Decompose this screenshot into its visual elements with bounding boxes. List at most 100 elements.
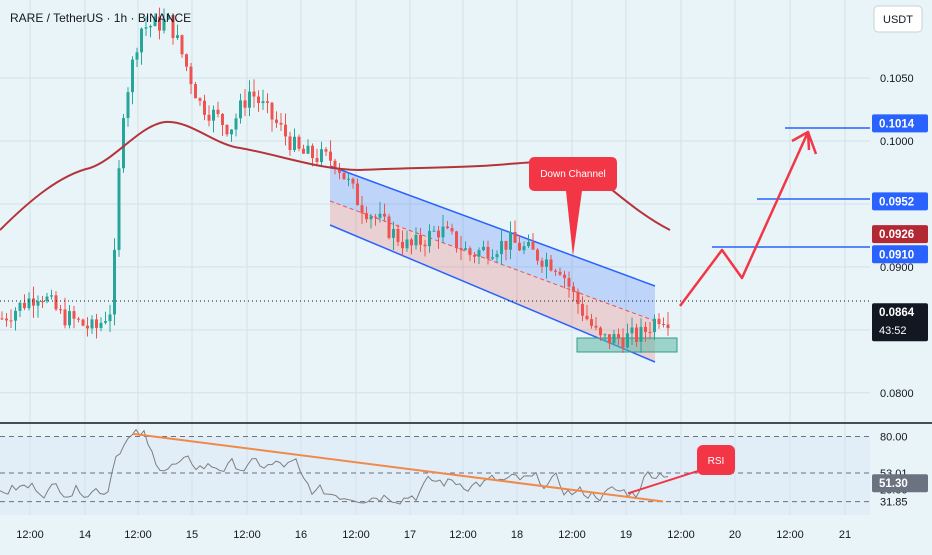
candle-body-119 (536, 249, 539, 261)
candle-body-74 (333, 160, 337, 169)
candle-body-70 (315, 158, 319, 163)
rsi-current-tag-text: 51.30 (879, 478, 908, 490)
candle-body-69 (311, 145, 314, 159)
candle-body-27 (122, 118, 125, 169)
candles-layer (0, 7, 670, 353)
candle-body-147 (662, 324, 665, 326)
candle-body-102 (459, 248, 463, 250)
price-axis: 0.1050 0.1000 0.0900 0.0800 0.1014 0.0952 0.09… (872, 73, 928, 509)
candle-body-101 (455, 231, 458, 249)
candle-body-82 (369, 216, 373, 220)
candle-body-124 (558, 271, 562, 275)
target-price-tag-1-text: 0.0952 (879, 196, 914, 208)
candle-body-118 (531, 241, 535, 250)
candle-body-29 (131, 59, 134, 93)
candle-body-35 (158, 16, 161, 31)
candle-body-80 (360, 205, 364, 214)
candle-body-76 (342, 172, 346, 180)
candle-body-38 (171, 15, 175, 39)
candle-body-42 (189, 66, 193, 85)
candle-body-78 (351, 178, 355, 184)
candle-body-41 (185, 54, 188, 67)
candle-body-45 (203, 100, 206, 115)
target-price-tag-0 (872, 114, 928, 133)
candle-body-55 (248, 91, 251, 108)
candle-body-126 (567, 278, 571, 287)
candle-body-86 (387, 216, 391, 238)
currency-badge[interactable] (873, 5, 923, 33)
candle-body-93 (419, 234, 422, 245)
time-tick-label-7: 17 (404, 529, 416, 541)
candle-body-108 (486, 246, 490, 259)
candle-body-96 (432, 230, 436, 232)
rsi-panel: RSI (0, 428, 870, 518)
candle-body-77 (347, 178, 350, 180)
time-tick-label-14: 12:00 (776, 529, 804, 541)
candle-body-54 (243, 100, 247, 108)
candle-body-85 (383, 213, 386, 217)
candle-body-81 (365, 213, 368, 220)
rsi-trendline[interactable] (132, 432, 664, 503)
candle-body-97 (437, 230, 440, 238)
candle-body-26 (117, 168, 121, 250)
candle-body-127 (572, 286, 575, 292)
candle-body-4 (18, 302, 22, 311)
candle-body-92 (414, 234, 418, 246)
candle-body-116 (522, 246, 526, 251)
candle-body-89 (401, 241, 404, 249)
candle-body-59 (266, 101, 269, 103)
candle-body-31 (140, 28, 143, 53)
rsi-callout[interactable] (697, 445, 735, 475)
candle-body-18 (81, 319, 85, 326)
candle-body-49 (221, 113, 224, 125)
candle-body-104 (468, 248, 472, 256)
candle-body-61 (275, 119, 278, 123)
candle-body-68 (306, 145, 310, 154)
candle-body-19 (86, 325, 89, 329)
rsi-line (0, 428, 669, 505)
candle-body-43 (194, 84, 197, 99)
candle-body-110 (495, 254, 499, 258)
candle-body-136 (612, 334, 616, 344)
down-channel-callout[interactable] (529, 157, 617, 256)
candle-body-23 (104, 321, 107, 323)
price-tick-label-2: 0.0900 (880, 262, 914, 274)
candle-body-48 (216, 109, 220, 114)
candle-body-94 (423, 244, 427, 247)
candle-body-146 (657, 318, 661, 325)
candle-body-67 (302, 148, 305, 154)
candle-body-137 (617, 334, 620, 339)
candle-body-20 (90, 319, 94, 329)
candle-body-66 (297, 136, 301, 149)
candle-body-88 (396, 228, 400, 242)
candle-body-98 (441, 226, 445, 238)
grid-layer (0, 0, 870, 515)
candle-body-128 (576, 291, 580, 305)
candle-body-132 (594, 325, 598, 328)
candle-body-21 (95, 319, 98, 328)
candle-body-34 (153, 16, 157, 27)
candle-body-131 (590, 319, 593, 326)
candle-body-113 (509, 231, 512, 250)
candle-body-91 (410, 239, 413, 246)
channel-top-line[interactable] (329, 165, 656, 287)
candle-body-79 (356, 183, 359, 206)
candle-body-112 (504, 240, 508, 250)
candle-body-11 (50, 295, 53, 297)
candle-body-6 (27, 298, 31, 309)
chart-title: RARE / TetherUS · 1h · BINANCE (10, 11, 191, 25)
candle-body-138 (621, 338, 625, 348)
candle-body-30 (135, 52, 139, 60)
candle-body-120 (540, 260, 544, 267)
time-tick-label-13: 20 (729, 529, 741, 541)
candle-body-0 (0, 318, 4, 320)
candle-body-75 (338, 168, 341, 173)
candle-body-50 (225, 124, 229, 135)
candle-body-5 (23, 302, 26, 309)
candle-body-47 (212, 109, 215, 121)
ma-price-tag (872, 225, 928, 244)
candle-body-52 (234, 118, 238, 130)
candle-body-103 (464, 248, 467, 250)
down-channel-label: Down Channel (540, 169, 606, 180)
